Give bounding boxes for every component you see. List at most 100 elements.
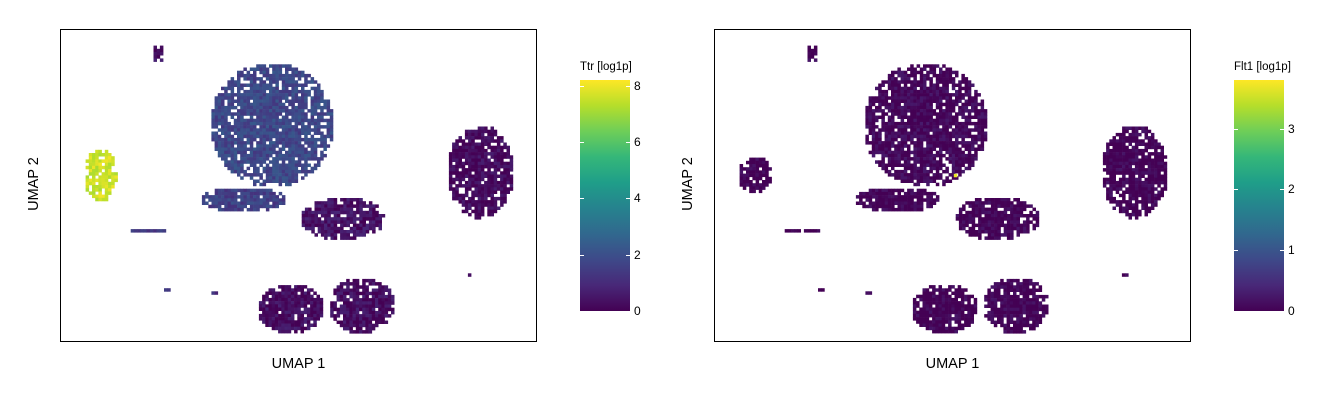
cell-point [461, 196, 466, 201]
cell-point [468, 132, 472, 137]
cell-point [929, 80, 933, 84]
cell-point [290, 313, 295, 318]
cell-point [897, 96, 901, 100]
cell-point [1013, 326, 1017, 331]
cell-point [1022, 230, 1027, 234]
cell-point [484, 187, 488, 191]
cell-point [240, 83, 244, 87]
cell-point [1009, 278, 1014, 283]
cell-point [1150, 196, 1155, 201]
cell-point [929, 70, 933, 75]
cell-point [758, 157, 763, 162]
cell-point [891, 166, 895, 171]
cell-point [922, 323, 926, 327]
cell-point [355, 307, 360, 312]
cell-point [237, 163, 241, 167]
cell-point [1122, 206, 1126, 210]
cell-point [1125, 168, 1129, 172]
cell-point [230, 89, 235, 94]
cell-point [868, 188, 873, 193]
cell-point [974, 141, 978, 145]
cell-point [878, 141, 882, 145]
cell-point [359, 304, 363, 308]
cell-point [939, 134, 943, 139]
cell-point [997, 226, 1001, 231]
cell-point [474, 142, 478, 146]
cell-point [907, 86, 911, 91]
cell-point [269, 195, 273, 199]
cell-point [285, 73, 289, 78]
cell-point [1125, 180, 1129, 185]
cell-point [939, 99, 943, 103]
cell-point [1134, 187, 1139, 191]
cell-point [1041, 298, 1046, 302]
cell-point [230, 201, 235, 205]
cell-point [910, 157, 914, 161]
cell-point [1134, 152, 1139, 156]
cell-point [249, 96, 254, 100]
cell-point [306, 307, 311, 311]
cell-point [973, 301, 978, 305]
cell-point [894, 137, 898, 142]
cell-point [881, 144, 885, 148]
cell-point [955, 163, 959, 167]
cell-point [359, 201, 363, 205]
cell-point [926, 128, 930, 132]
cell-point [871, 147, 876, 151]
cell-point [923, 102, 927, 107]
cluster-right-cluster [448, 126, 514, 220]
cell-point [262, 201, 267, 205]
cell-point [362, 220, 366, 224]
cell-point [939, 93, 943, 97]
cell-point [310, 115, 315, 119]
cell-point [903, 166, 908, 171]
cell-point [1131, 158, 1136, 162]
cell-point [359, 207, 363, 212]
cell-point [945, 93, 949, 97]
cell-point [944, 291, 949, 295]
cell-point [977, 125, 981, 129]
cell-point [224, 160, 228, 164]
cell-point [868, 198, 873, 202]
cell-point [935, 176, 940, 180]
cell-point [1112, 177, 1116, 182]
cell-point [1013, 301, 1017, 305]
cell-point [371, 326, 376, 331]
cell-point [297, 304, 301, 308]
cell-point [317, 89, 321, 94]
cell-point [929, 134, 933, 139]
cell-point [509, 180, 514, 185]
cell-point [224, 207, 228, 212]
cell-point [310, 121, 315, 126]
cell-point [371, 301, 376, 305]
cell-point [240, 73, 244, 78]
cell-point [262, 157, 267, 161]
cell-point [224, 137, 228, 142]
cell-point [375, 214, 379, 218]
cell-point [1154, 203, 1158, 207]
cell-point [352, 304, 357, 308]
cell-point [346, 198, 350, 202]
cell-point [1112, 196, 1116, 201]
cell-point [281, 115, 286, 119]
cell-point [871, 102, 876, 107]
cell-point [503, 180, 507, 185]
cell-point [301, 144, 305, 148]
cell-point [974, 147, 978, 151]
cell-point [304, 166, 308, 171]
cell-point [246, 112, 251, 116]
cell-point [211, 125, 215, 129]
cell-point [891, 137, 895, 142]
cell-point [1019, 201, 1024, 205]
cell-point [1003, 210, 1008, 215]
cell-point [365, 317, 369, 321]
cell-point [233, 125, 238, 129]
cell-point [945, 89, 949, 94]
cell-point [346, 282, 350, 286]
cell-point [1118, 184, 1123, 188]
cell-point [300, 297, 304, 302]
cell-point [1109, 155, 1113, 159]
cell-point [317, 226, 322, 231]
cell-point [1035, 210, 1040, 215]
cell-point [346, 320, 350, 324]
